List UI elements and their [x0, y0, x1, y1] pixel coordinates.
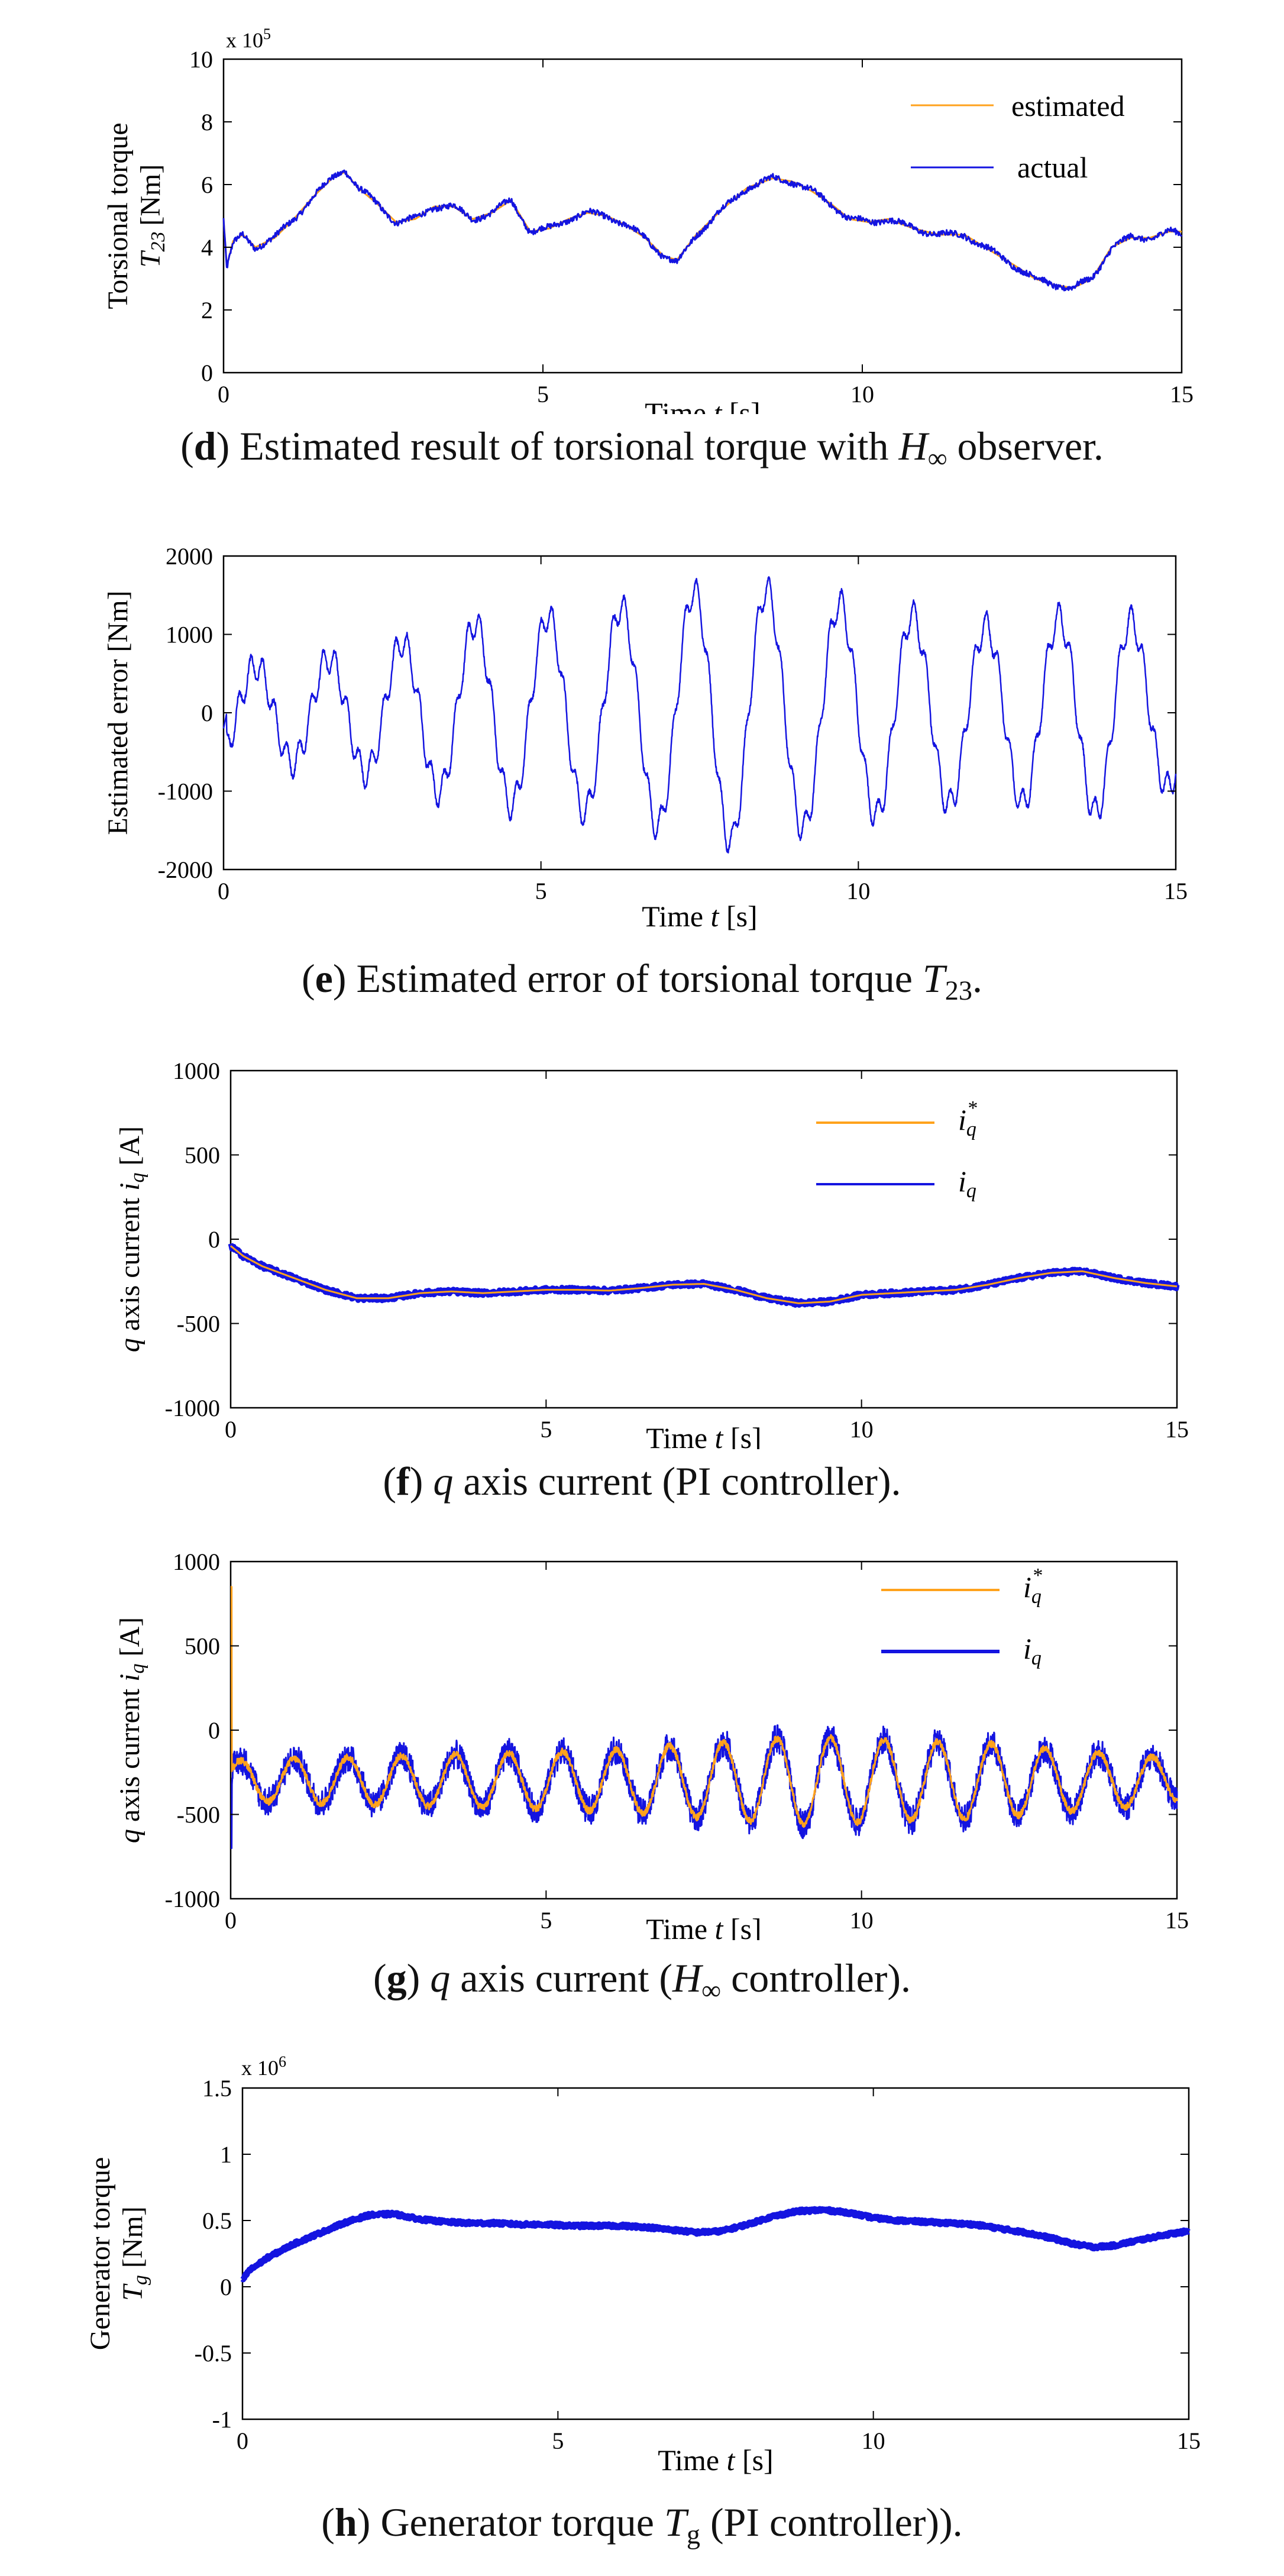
y-tick-label: -500 [177, 1311, 220, 1337]
y-multiplier: x 106 [241, 2053, 286, 2080]
y-tick-label: 0 [201, 360, 213, 386]
x-tick-label: 15 [1170, 381, 1194, 408]
x-axis-label: Time t [s] [646, 1912, 761, 1940]
y-axis-label-line1: Torsional torque [102, 122, 134, 309]
y-tick-label: 1000 [173, 1549, 220, 1575]
legend-label-actual: actual [1017, 151, 1088, 184]
x-tick-label: 10 [850, 1416, 874, 1443]
x-axis-label: Time t [s] [645, 396, 760, 414]
x-axis-label: Time t [s] [646, 1421, 761, 1449]
y-tick-label: 1000 [166, 622, 213, 648]
x-tick-label: 10 [850, 1907, 874, 1934]
plot-frame [222, 58, 1183, 374]
x-tick-label: 15 [1165, 1907, 1189, 1934]
y-tick-label: -1000 [165, 1886, 220, 1912]
y-tick-label: -500 [177, 1802, 220, 1828]
y-tick-label: 6 [201, 172, 213, 198]
x-tick-label: 0 [225, 1416, 237, 1443]
legend: estimated actual [911, 89, 1125, 184]
caption-e: (e) Estimated error of torsional torque … [302, 956, 982, 1006]
y-tick-label: 0 [220, 2274, 232, 2300]
y-tick-label: 0 [201, 700, 213, 726]
y-axis-label-line2: Tg [Nm] [117, 2206, 151, 2301]
plot-series-group [222, 169, 1183, 292]
x-tick-label: 5 [535, 878, 547, 904]
y-tick-label: 0 [208, 1717, 220, 1744]
x-tick-label: 5 [540, 1416, 552, 1443]
plot-frame [229, 1069, 1178, 1409]
y-tick-label: -1 [212, 2406, 232, 2433]
chart-f-q-axis-current-pi: 0 5 10 15 -1000 -500 0 500 1000 q axis current i… [114, 1058, 1189, 1449]
tick-layer: 0 5 10 15 -1 -0.5 0 0.5 1 1.5 [195, 2075, 1201, 2454]
y-tick-label: -1000 [158, 778, 213, 805]
y-multiplier: x 105 [226, 25, 271, 52]
x-axis-label: Time t [s] [642, 900, 757, 933]
x-tick-label: 0 [237, 2428, 248, 2454]
plot-frame [229, 1560, 1178, 1900]
y-tick-label: 2000 [166, 543, 213, 570]
x-tick-label: 10 [846, 878, 870, 904]
plot-series-group [240, 2206, 1191, 2283]
x-tick-label: 15 [1177, 2428, 1201, 2454]
legend: iq* iq [881, 1565, 1042, 1669]
x-tick-label: 10 [850, 381, 874, 408]
tick-layer: 0 5 10 15 -1000 -500 0 500 1000 [165, 1058, 1189, 1443]
series-tg-line [240, 2206, 1191, 2283]
x-tick-label: 15 [1164, 878, 1188, 904]
legend-label-estimated: estimated [1011, 89, 1125, 122]
x-tick-label: 5 [552, 2428, 564, 2454]
tick-layer: 0 5 10 15 0 2 4 6 8 10 [189, 46, 1194, 408]
y-tick-label: -1000 [165, 1395, 220, 1421]
x-tick-label: 15 [1165, 1416, 1189, 1443]
x-tick-label: 5 [537, 381, 549, 408]
tick-layer: 0 5 10 15 -2000 -1000 0 1000 2000 [158, 543, 1188, 904]
chart-h-generator-torque: 0 5 10 15 -1 -0.5 0 0.5 1 1.5 x 106 Generator tor… [85, 2053, 1201, 2477]
series-error-line [222, 576, 1177, 854]
legend: iq* iq [816, 1097, 977, 1202]
y-tick-label: 500 [185, 1633, 220, 1660]
caption-f: (f) q axis current (PI controller). [383, 1459, 901, 1504]
y-tick-label: 0 [208, 1226, 220, 1253]
y-axis-label-line2: T23[Nm] [135, 164, 169, 268]
series-iq-ref-line [230, 1245, 1178, 1304]
chart-g-q-axis-current-hinf: 0 5 10 15 -1000 -500 0 500 1000 q axis current i… [114, 1549, 1189, 1940]
y-tick-label: 500 [185, 1142, 220, 1169]
caption-d: (d) Estimated result of torsional torque… [180, 424, 1104, 474]
plot-series-group [222, 576, 1177, 854]
x-axis-label: Time t [s] [658, 2444, 773, 2477]
y-tick-label: 1 [220, 2141, 232, 2168]
plot-series-group [228, 1243, 1180, 1308]
x-tick-label: 5 [540, 1907, 552, 1934]
caption-g: (g) q axis current (H∞ controller). [373, 1956, 911, 2006]
legend-label-iq: iq [1023, 1632, 1042, 1669]
x-tick-label: 0 [218, 878, 229, 904]
y-axis-label: Estimated error [Nm] [102, 590, 134, 835]
y-axis-label: q axis current iq [A] [114, 1126, 148, 1352]
tick-layer: 0 5 10 15 -1000 -500 0 500 1000 [165, 1549, 1189, 1934]
plot-frame [241, 2087, 1190, 2420]
y-tick-label: 1000 [173, 1058, 220, 1084]
legend-label-iq: iq [958, 1165, 976, 1202]
chart-d-torsional-torque: 0 5 10 15 0 2 4 6 8 10 x 105 Torsional torque T23… [102, 25, 1194, 414]
legend-label-iq-ref: iq* [958, 1097, 977, 1140]
y-axis-label: q axis current iq [A] [114, 1617, 148, 1843]
series-iq-ref-line [230, 1586, 1178, 1828]
x-tick-label: 0 [225, 1907, 237, 1934]
y-axis-label-line1: Generator torque [85, 2157, 116, 2351]
y-tick-label: 1.5 [202, 2075, 232, 2102]
plot-series-group [230, 1586, 1178, 1849]
y-tick-label: 0.5 [202, 2207, 232, 2234]
x-tick-label: 0 [218, 381, 229, 408]
y-tick-label: -0.5 [195, 2340, 232, 2367]
caption-h: (h) Generator torque Tg (PI controller))… [321, 2500, 963, 2550]
series-actual-line [222, 169, 1183, 292]
y-tick-label: 8 [201, 109, 213, 135]
x-tick-label: 10 [862, 2428, 885, 2454]
y-tick-label: 2 [201, 297, 213, 324]
chart-e-estimated-error: 0 5 10 15 -2000 -1000 0 1000 2000 Estimated erro… [102, 543, 1188, 933]
y-tick-label: 10 [189, 46, 213, 73]
legend-label-iq-ref: iq* [1023, 1565, 1042, 1608]
y-tick-label: 4 [201, 234, 213, 261]
y-tick-label: -2000 [158, 856, 213, 883]
